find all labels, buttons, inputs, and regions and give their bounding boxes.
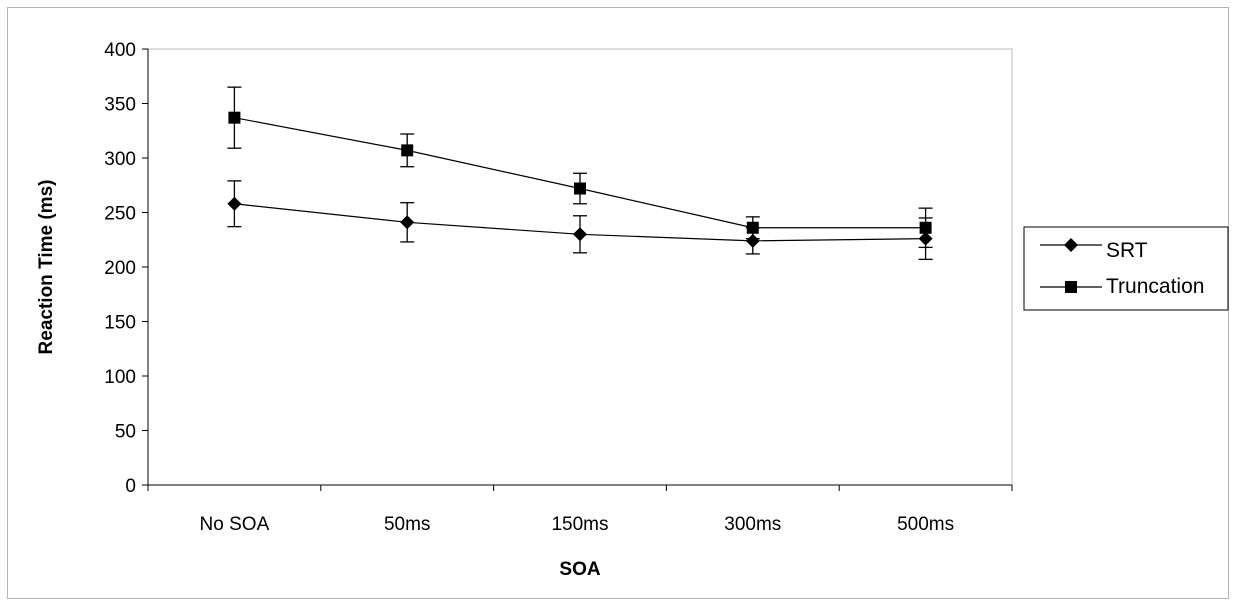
srt-point	[745, 233, 760, 248]
y-tick-label-400: 400	[104, 40, 136, 61]
legend-label-srt: SRT	[1106, 239, 1148, 262]
plot-area	[147, 48, 1013, 486]
truncation-point	[228, 111, 241, 124]
srt-point	[400, 215, 415, 230]
x-axis-title: SOA	[559, 559, 600, 580]
y-axis-title: Reaction Time (ms)	[36, 180, 57, 355]
legend-marker-srt	[1064, 238, 1078, 252]
y-tick-label-50: 50	[115, 422, 136, 443]
x-tick-label-150ms: 150ms	[551, 514, 608, 535]
legend: SRT Truncation	[1023, 226, 1229, 311]
data-markers	[227, 111, 933, 248]
y-tick-label-300: 300	[104, 149, 136, 170]
truncation-point	[746, 221, 759, 234]
x-tick-label-no-soa: No SOA	[200, 514, 270, 535]
y-tick-label-350: 350	[104, 95, 136, 116]
y-axis: 0 50 100 150 200 250 300 350 400	[104, 40, 149, 497]
srt-point	[227, 196, 242, 211]
y-tick-label-200: 200	[104, 258, 136, 279]
srt-point	[918, 231, 933, 246]
y-tick-label-0: 0	[125, 476, 136, 497]
legend-marker-truncation	[1065, 281, 1077, 293]
legend-box	[1023, 226, 1229, 311]
x-axis: No SOA 50ms 150ms 300ms 500ms	[147, 484, 1013, 535]
srt-point	[573, 227, 587, 242]
y-tick-label-100: 100	[104, 367, 136, 388]
y-tick-label-250: 250	[104, 204, 136, 225]
truncation-point	[574, 182, 586, 195]
legend-label-truncation: Truncation	[1106, 275, 1204, 298]
x-tick-label-500ms: 500ms	[897, 514, 954, 535]
truncation-point	[401, 144, 414, 157]
x-tick-label-50ms: 50ms	[384, 514, 430, 535]
y-tick-label-150: 150	[104, 313, 136, 334]
x-tick-label-300ms: 300ms	[724, 514, 781, 535]
truncation-point	[919, 221, 932, 234]
